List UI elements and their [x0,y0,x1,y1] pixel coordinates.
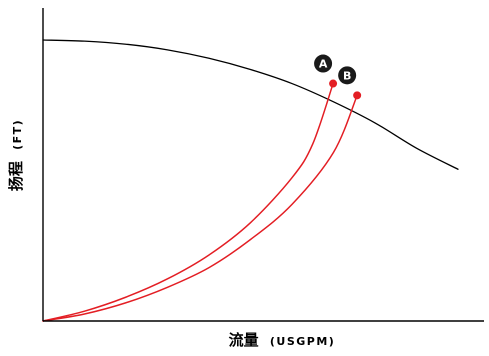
y-axis-label: 扬程 (FT) [7,119,25,191]
x-axis-label: 流量 (USGPM) [229,331,336,349]
operating-point-a-badge [314,54,333,73]
operating-point-b-dot [353,91,362,100]
y-axis-label-unit: (FT) [11,119,24,150]
operating-point-a-dot [329,79,338,88]
system-curve-a-line [42,82,334,322]
operating-point-b-badge [338,66,357,85]
operating-point-b-label: B [343,69,351,82]
pump-curve-line [42,39,459,170]
system-curve-b-line [42,94,358,322]
x-axis-label-unit: (USGPM) [270,335,335,348]
x-axis-label-text: 流量 [229,331,259,349]
plot-area [42,39,459,322]
operating-point-a-label: A [319,58,328,71]
operating-points: AB [314,54,362,100]
y-axis-label-text: 扬程 [7,161,25,191]
